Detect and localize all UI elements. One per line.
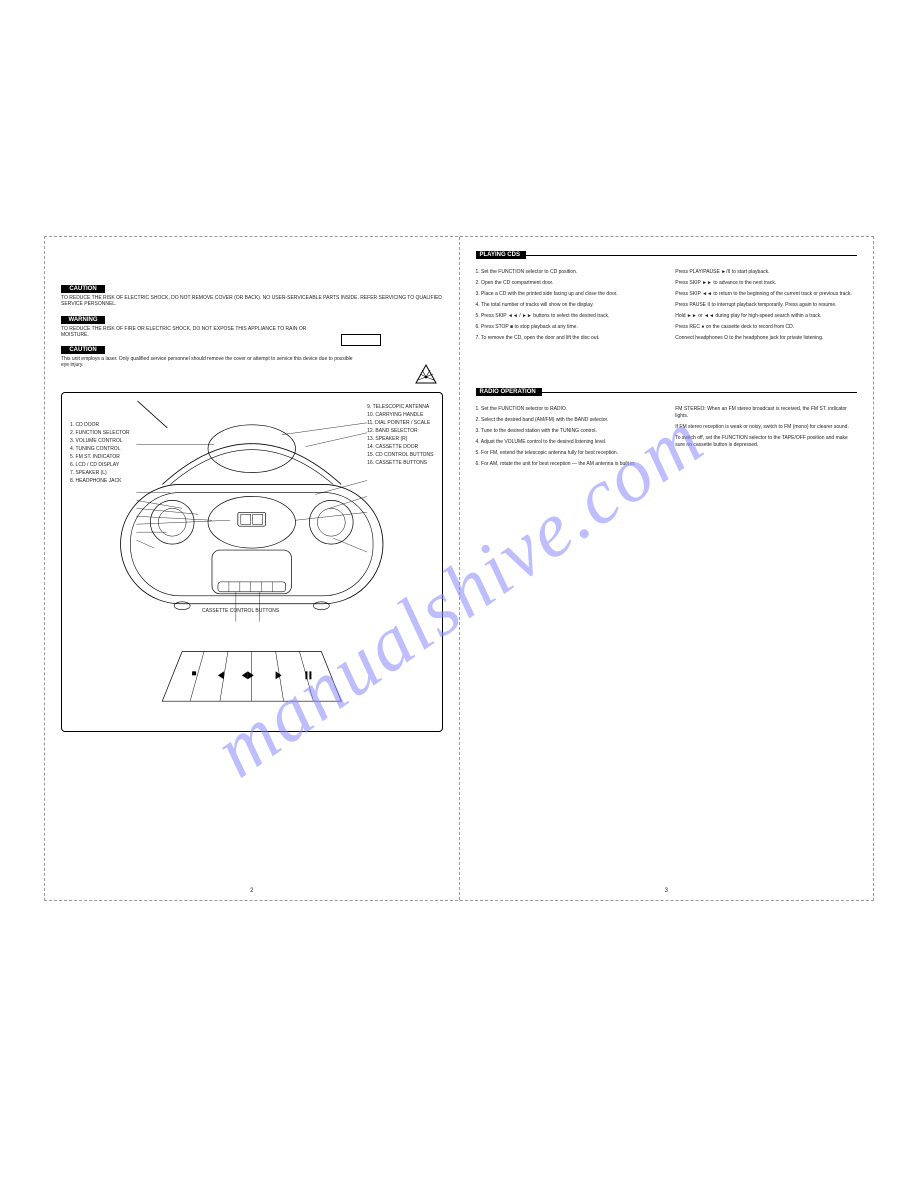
page-spread: CAUTION TO REDUCE THE RISK OF ELECTRIC S… [44,236,874,901]
col-right: FM STEREO: When an FM stereo broadcast i… [675,406,857,472]
radio-instructions: 1. Set the FUNCTION selector to RADIO. 2… [476,406,858,472]
warning-header: WARNING [61,316,105,324]
col-right: Press PLAY/PAUSE ►/II to start playback.… [675,269,857,346]
caution-header: CAUTION [61,285,105,293]
left-panel: CAUTION TO REDUCE THE RISK OF ELECTRIC S… [45,237,460,900]
label: 8. HEADPHONE JACK [70,477,130,485]
section-title: PLAYING CDS [476,251,526,259]
laser-body: This unit employs a laser. Only qualifie… [61,356,361,369]
laser-block: CAUTION This unit employs a laser. Only … [61,346,443,382]
page-number-left: 2 [250,888,253,894]
label: 6. LCD / CD DISPLAY [70,461,130,469]
section-title: RADIO OPERATION [476,388,542,396]
label: 14. CASSETTE DOOR [367,443,433,451]
list-item: 1. Set the FUNCTION selector to CD posit… [476,269,658,276]
col-left: 1. Set the FUNCTION selector to RADIO. 2… [476,406,658,472]
label: 16. CASSETTE BUTTONS [367,459,433,467]
cd-instructions: 1. Set the FUNCTION selector to CD posit… [476,269,858,346]
label: 9. TELESCOPIC ANTENNA [367,403,433,411]
list-item: 2. Open the CD compartment door. [476,280,658,287]
list-item: 4. The total number of tracks will show … [476,302,658,309]
list-item: FM STEREO: When an FM stereo broadcast i… [675,406,857,420]
warning-block: WARNING TO REDUCE THE RISK OF FIRE OR EL… [61,316,443,339]
list-item: Connect headphones Ω to the headphone ja… [675,335,857,342]
class-label-box [341,334,381,346]
laser-caution-header: CAUTION [61,346,105,354]
col-left: 1. Set the FUNCTION selector to CD posit… [476,269,658,346]
list-item: 1. Set the FUNCTION selector to RADIO. [476,406,658,413]
list-item: 6. Press STOP ■ to stop playback at any … [476,324,658,331]
diagram-labels-left: 1. CD DOOR 2. FUNCTION SELECTOR 3. VOLUM… [70,421,130,485]
list-item: 5. For FM, extend the telescopic antenna… [476,450,658,457]
label: 7. SPEAKER (L) [70,469,130,477]
list-item: 5. Press SKIP ◄◄ / ►► buttons to select … [476,313,658,320]
list-item: 4. Adjust the VOLUME control to the desi… [476,439,658,446]
list-item: Press SKIP ◄◄ to return to the beginning… [675,291,857,298]
label: 3. VOLUME CONTROL [70,437,130,445]
label: 13. SPEAKER (R) [367,435,433,443]
rule [542,392,857,393]
page-number-right: 3 [665,888,668,894]
rule [526,255,857,256]
list-item: 3. Place a CD with the printed side faci… [476,291,658,298]
label: 2. FUNCTION SELECTOR [70,429,130,437]
list-item: Hold ►► or ◄◄ during play for high-speed… [675,313,857,320]
list-item: 7. To remove the CD, open the door and l… [476,335,658,342]
section-playing-cds-head: PLAYING CDS [476,251,858,259]
list-item: Press REC ● on the cassette deck to reco… [675,324,857,331]
label: 11. DIAL POINTER / SCALE [367,419,433,427]
label: 10. CARRYING HANDLE [367,411,433,419]
safety-block: CAUTION TO REDUCE THE RISK OF ELECTRIC S… [61,285,443,308]
list-item: Press SKIP ►► to advance to the next tra… [675,280,857,287]
controls-diagram: 1. CD DOOR 2. FUNCTION SELECTOR 3. VOLUM… [61,392,443,732]
diagram-labels-right: 9. TELESCOPIC ANTENNA 10. CARRYING HANDL… [367,403,433,467]
list-item: If FM stereo reception is weak or noisy,… [675,424,857,431]
caution-body: TO REDUCE THE RISK OF ELECTRIC SHOCK, DO… [61,295,443,308]
warning-body: TO REDUCE THE RISK OF FIRE OR ELECTRIC S… [61,326,321,339]
list-item: 3. Tune to the desired station with the … [476,428,658,435]
list-item: 6. For AM, rotate the unit for best rece… [476,461,658,468]
list-item: Press PLAY/PAUSE ►/II to start playback. [675,269,857,276]
manual-page: manualshive.com CAUTION TO REDUCE THE RI… [0,0,918,1188]
list-item: To switch off, set the FUNCTION selector… [675,435,857,449]
label: 4. TUNING CONTROL [70,445,130,453]
right-panel: PLAYING CDS 1. Set the FUNCTION selector… [460,237,874,900]
diagram-label-bottom: CASSETTE CONTROL BUTTONS [202,608,279,614]
laser-warning-icon [415,364,437,389]
list-item: 2. Select the desired band (AM/FM) with … [476,417,658,424]
section-radio-head: RADIO OPERATION [476,388,858,396]
label: 15. CD CONTROL BUTTONS [367,451,433,459]
label: 12. BAND SELECTOR [367,427,433,435]
list-item: Press PAUSE II to interrupt playback tem… [675,302,857,309]
label: 1. CD DOOR [70,421,130,429]
label: 5. FM ST. INDICATOR [70,453,130,461]
